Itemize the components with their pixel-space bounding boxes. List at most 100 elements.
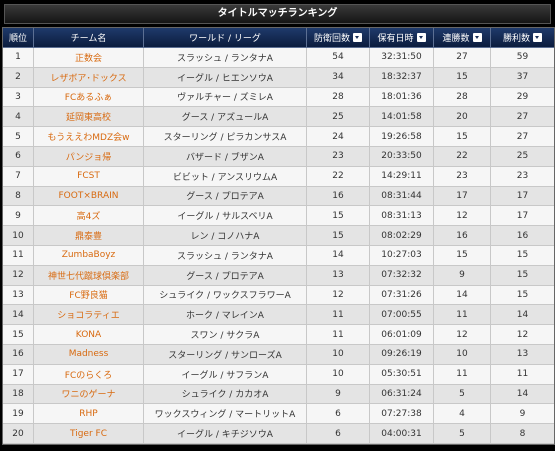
column-header-label: 保有日時 <box>377 34 414 44</box>
sort-dropdown-icon[interactable] <box>416 33 426 42</box>
streak-cell: 12 <box>434 206 491 227</box>
hold-time-cell: 14:01:58 <box>370 107 434 128</box>
sort-dropdown-icon[interactable] <box>472 33 482 42</box>
team-name-link[interactable]: 神世七代蹴球倶楽部 <box>34 265 144 286</box>
defenses-cell: 23 <box>307 146 370 167</box>
streak-cell: 14 <box>434 285 491 306</box>
team-name-link[interactable]: FCST <box>34 166 144 187</box>
rank-cell: 2 <box>3 67 34 88</box>
column-header-label: 順位 <box>8 34 27 44</box>
panel-title: タイトルマッチランキング <box>4 4 551 24</box>
world-league-cell: スラッシュ / ランタナA <box>144 48 307 68</box>
hold-time-cell: 07:32:32 <box>370 265 434 286</box>
rank-cell: 6 <box>3 146 34 167</box>
table-row: 2 レザボア･ドックス イーグル / ヒエンソウA 34 18:32:37 15 37 <box>3 67 554 88</box>
table-row: 17 FCのらくろ イーグル / サフランA 10 05:30:51 11 11 <box>3 364 554 385</box>
world-league-cell: レン / コノハナA <box>144 226 307 246</box>
defenses-cell: 12 <box>307 285 370 306</box>
table-row: 10 鼎泰豊 レン / コノハナA 15 08:02:29 16 16 <box>3 226 554 246</box>
team-name-link[interactable]: パンジョ帰 <box>34 146 144 167</box>
team-name-link[interactable]: 鼎泰豊 <box>34 226 144 246</box>
team-name-link[interactable]: 延岡東高校 <box>34 107 144 128</box>
table-row: 8 FOOT×BRAIN グース / プロテアA 16 08:31:44 17 17 <box>3 186 554 207</box>
streak-cell: 23 <box>434 166 491 187</box>
table-row: 12 神世七代蹴球倶楽部 グース / プロテアA 13 07:32:32 9 15 <box>3 265 554 286</box>
wins-cell: 14 <box>491 305 554 326</box>
table-row: 18 ワニのゲーナ シュライク / カカオA 9 06:31:24 5 14 <box>3 384 554 405</box>
hold-time-cell: 07:27:38 <box>370 404 434 425</box>
column-header-team: チーム名 <box>34 28 144 48</box>
team-name-link[interactable]: KONA <box>34 325 144 345</box>
table-row: 7 FCST ビビット / アンスリウムA 22 14:29:11 23 23 <box>3 166 554 187</box>
team-name-link[interactable]: Madness <box>34 344 144 365</box>
rank-cell: 1 <box>3 48 34 68</box>
column-header-rank: 順位 <box>3 28 34 48</box>
team-name-link[interactable]: FOOT×BRAIN <box>34 186 144 207</box>
team-name-link[interactable]: Tiger FC <box>34 424 144 444</box>
team-name-link[interactable]: ワニのゲーナ <box>34 384 144 405</box>
streak-cell: 11 <box>434 364 491 385</box>
sort-dropdown-icon[interactable] <box>533 33 542 42</box>
rank-cell: 9 <box>3 206 34 227</box>
hold-time-cell: 05:30:51 <box>370 364 434 385</box>
team-name-link[interactable]: 正数会 <box>34 48 144 68</box>
world-league-cell: イーグル / キチジソウA <box>144 424 307 444</box>
defenses-cell: 15 <box>307 226 370 246</box>
wins-cell: 9 <box>491 404 554 425</box>
wins-cell: 29 <box>491 87 554 108</box>
defenses-cell: 11 <box>307 305 370 326</box>
hold-time-cell: 19:26:58 <box>370 127 434 147</box>
hold-time-cell: 08:31:44 <box>370 186 434 207</box>
hold-time-cell: 06:01:09 <box>370 325 434 345</box>
world-league-cell: ワックスウィング / マートリットA <box>144 404 307 425</box>
rank-cell: 10 <box>3 226 34 246</box>
rank-cell: 20 <box>3 424 34 444</box>
defenses-cell: 14 <box>307 245 370 266</box>
rank-cell: 8 <box>3 186 34 207</box>
team-name-link[interactable]: FCのらくろ <box>34 364 144 385</box>
wins-cell: 17 <box>491 206 554 227</box>
wins-cell: 59 <box>491 48 554 68</box>
wins-cell: 23 <box>491 166 554 187</box>
team-name-link[interactable]: FC野良猫 <box>34 285 144 306</box>
defenses-cell: 6 <box>307 424 370 444</box>
hold-time-cell: 07:00:55 <box>370 305 434 326</box>
streak-cell: 22 <box>434 146 491 167</box>
table-row: 14 ショコラティエ ホーク / マレインA 11 07:00:55 11 14 <box>3 305 554 326</box>
defenses-cell: 9 <box>307 384 370 405</box>
sort-dropdown-icon[interactable] <box>353 33 362 42</box>
team-name-link[interactable]: ZumbaBoyz <box>34 245 144 266</box>
team-name-link[interactable]: ショコラティエ <box>34 305 144 326</box>
defenses-cell: 24 <box>307 127 370 147</box>
sort-by-streak-button[interactable]: 連勝数 <box>434 28 491 48</box>
table-row: 3 FCあるふぁ ヴァルチャー / ズミレA 28 18:01:36 28 29 <box>3 87 554 108</box>
defenses-cell: 10 <box>307 364 370 385</box>
rank-cell: 11 <box>3 245 34 266</box>
team-name-link[interactable]: もうええわMDZ会w <box>34 127 144 147</box>
streak-cell: 9 <box>434 265 491 286</box>
table-header-row: 順位 チーム名 ワールド / リーグ 防衛回数 保有日時 連勝数 勝利数 <box>3 28 554 48</box>
wins-cell: 12 <box>491 325 554 345</box>
sort-by-hold-time-button[interactable]: 保有日時 <box>370 28 434 48</box>
wins-cell: 13 <box>491 344 554 365</box>
column-header-label: 防衛回数 <box>313 34 350 44</box>
rank-cell: 18 <box>3 384 34 405</box>
column-header-label: 勝利数 <box>502 34 530 44</box>
hold-time-cell: 04:00:31 <box>370 424 434 444</box>
world-league-cell: グース / プロテアA <box>144 265 307 286</box>
streak-cell: 4 <box>434 404 491 425</box>
team-name-link[interactable]: FCあるふぁ <box>34 87 144 108</box>
streak-cell: 12 <box>434 325 491 345</box>
sort-by-defenses-button[interactable]: 防衛回数 <box>307 28 370 48</box>
hold-time-cell: 20:33:50 <box>370 146 434 167</box>
team-name-link[interactable]: レザボア･ドックス <box>34 67 144 88</box>
defenses-cell: 28 <box>307 87 370 108</box>
table-row: 20 Tiger FC イーグル / キチジソウA 6 04:00:31 5 8 <box>3 424 554 444</box>
wins-cell: 8 <box>491 424 554 444</box>
hold-time-cell: 10:27:03 <box>370 245 434 266</box>
sort-by-wins-button[interactable]: 勝利数 <box>491 28 554 48</box>
team-name-link[interactable]: 高4ズ <box>34 206 144 227</box>
team-name-link[interactable]: RHP <box>34 404 144 425</box>
ranking-rows: 1 正数会 スラッシュ / ランタナA 54 32:31:50 27 59 2 レザボア･ドック… <box>3 48 554 444</box>
rank-cell: 3 <box>3 87 34 108</box>
